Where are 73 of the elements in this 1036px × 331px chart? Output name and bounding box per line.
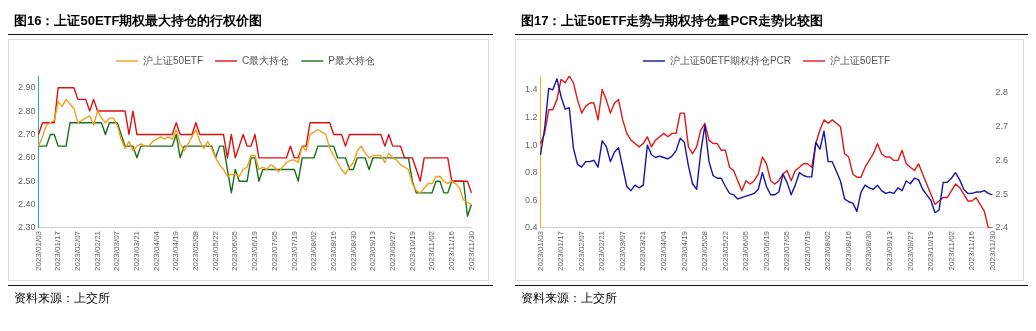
legend-label: 沪上证50ETF <box>143 54 204 66</box>
x-tick-label: 2023/11/30 <box>987 230 997 271</box>
x-tick-label: 2023/05/22 <box>720 230 730 272</box>
legend-label: 沪上证50ETF期权持仓PCR <box>669 54 792 66</box>
x-tick-label: 2023/10/19 <box>926 230 936 272</box>
x-tick-label: 2023/06/05 <box>741 230 751 272</box>
text: 资料来源：上交所 <box>14 290 111 307</box>
y-tick-label: 1.2 <box>525 111 538 122</box>
x-tick-label: 2023/11/02 <box>427 230 437 271</box>
x-tick-label: 2023/05/22 <box>210 230 220 272</box>
x-tick-label: 2023/03/07 <box>617 230 627 272</box>
y2-tick-label: 2.7 <box>995 121 1008 132</box>
x-tick-label: 2023/06/19 <box>250 230 260 272</box>
legend-label: P最大持仓 <box>328 54 375 66</box>
y-tick-label: 2.70 <box>17 128 36 139</box>
x-tick-label: 2023/02/21 <box>92 230 102 272</box>
y2-tick-label: 2.8 <box>995 87 1008 98</box>
y-tick-label: 0.8 <box>525 167 538 178</box>
x-tick-label: 2023/07/19 <box>802 230 812 272</box>
y-tick-label: 2.50 <box>17 175 36 186</box>
chart-title: 图17：上证50ETF走势与期权持仓量PCR走势比较图 <box>515 8 1028 35</box>
y2-tick-label: 2.5 <box>995 188 1008 199</box>
y2-tick-label: 2.6 <box>995 154 1008 165</box>
x-tick-label: 2023/11/30 <box>466 230 476 271</box>
x-tick-label: 2023/03/07 <box>112 230 122 272</box>
y-tick-label: 0.6 <box>525 194 538 205</box>
x-tick-label: 2023/07/05 <box>782 230 792 272</box>
x-tick-label: 2023/08/16 <box>843 230 853 272</box>
y-tick-label: 2.40 <box>17 199 36 210</box>
x-tick-label: 2023/04/19 <box>171 230 181 272</box>
x-tick-label: 2023/08/16 <box>328 230 338 272</box>
x-tick-label: 2023/11/16 <box>967 230 977 271</box>
x-tick-label: 2023/01/17 <box>556 230 566 272</box>
legend-label: C最大持仓 <box>242 54 290 66</box>
x-tick-label: 2023/05/08 <box>700 230 710 272</box>
y-tick-label: 2.60 <box>17 152 36 163</box>
x-tick-label: 2023/05/08 <box>191 230 201 272</box>
x-tick-label: 2023/06/05 <box>230 230 240 272</box>
x-tick-label: 2023/04/04 <box>151 230 161 272</box>
x-tick-label: 2023/01/03 <box>535 230 545 272</box>
y-tick-label: 2.90 <box>17 82 36 93</box>
x-tick-label: 2023/01/17 <box>53 230 63 272</box>
legend-label: 沪上证50ETF <box>830 54 891 66</box>
x-tick-label: 2023/01/03 <box>33 230 43 272</box>
x-tick-label: 2023/09/27 <box>387 230 397 272</box>
x-tick-label: 2023/08/30 <box>348 230 358 272</box>
x-tick-label: 2023/09/13 <box>368 230 378 272</box>
x-tick-label: 2023/08/30 <box>864 230 874 272</box>
x-tick-label: 2023/09/27 <box>905 230 915 272</box>
x-tick-label: 2023/02/07 <box>576 230 586 272</box>
y-tick-label: 1.0 <box>525 139 538 150</box>
y-tick-label: 0.4 <box>525 222 538 233</box>
x-tick-label: 2023/11/16 <box>446 230 456 271</box>
x-tick-label: 2023/07/05 <box>269 230 279 272</box>
chart-title: 图16：上证50ETF期权最大持仓的行权价图 <box>8 8 493 35</box>
x-tick-label: 2023/08/02 <box>309 230 319 272</box>
y-tick-label: 1.4 <box>525 84 538 95</box>
x-tick-label: 2023/03/21 <box>132 230 142 272</box>
y-tick-label: 2.80 <box>17 105 36 116</box>
x-tick-label: 2023/02/21 <box>597 230 607 272</box>
x-tick-label: 2023/09/13 <box>884 230 894 272</box>
x-tick-label: 2023/04/19 <box>679 230 689 272</box>
x-tick-label: 2023/07/19 <box>289 230 299 272</box>
y2-tick-label: 2.4 <box>995 222 1008 233</box>
text: 资料来源：上交所 <box>521 290 618 307</box>
x-tick-label: 2023/08/02 <box>823 230 833 272</box>
x-tick-label: 2023/03/21 <box>638 230 648 272</box>
y-tick-label: 2.30 <box>17 222 36 233</box>
x-tick-label: 2023/02/07 <box>73 230 83 272</box>
x-tick-label: 2023/11/02 <box>946 230 956 271</box>
x-tick-label: 2023/10/19 <box>407 230 417 272</box>
x-tick-label: 2023/04/04 <box>658 230 668 272</box>
x-tick-label: 2023/06/19 <box>761 230 771 272</box>
